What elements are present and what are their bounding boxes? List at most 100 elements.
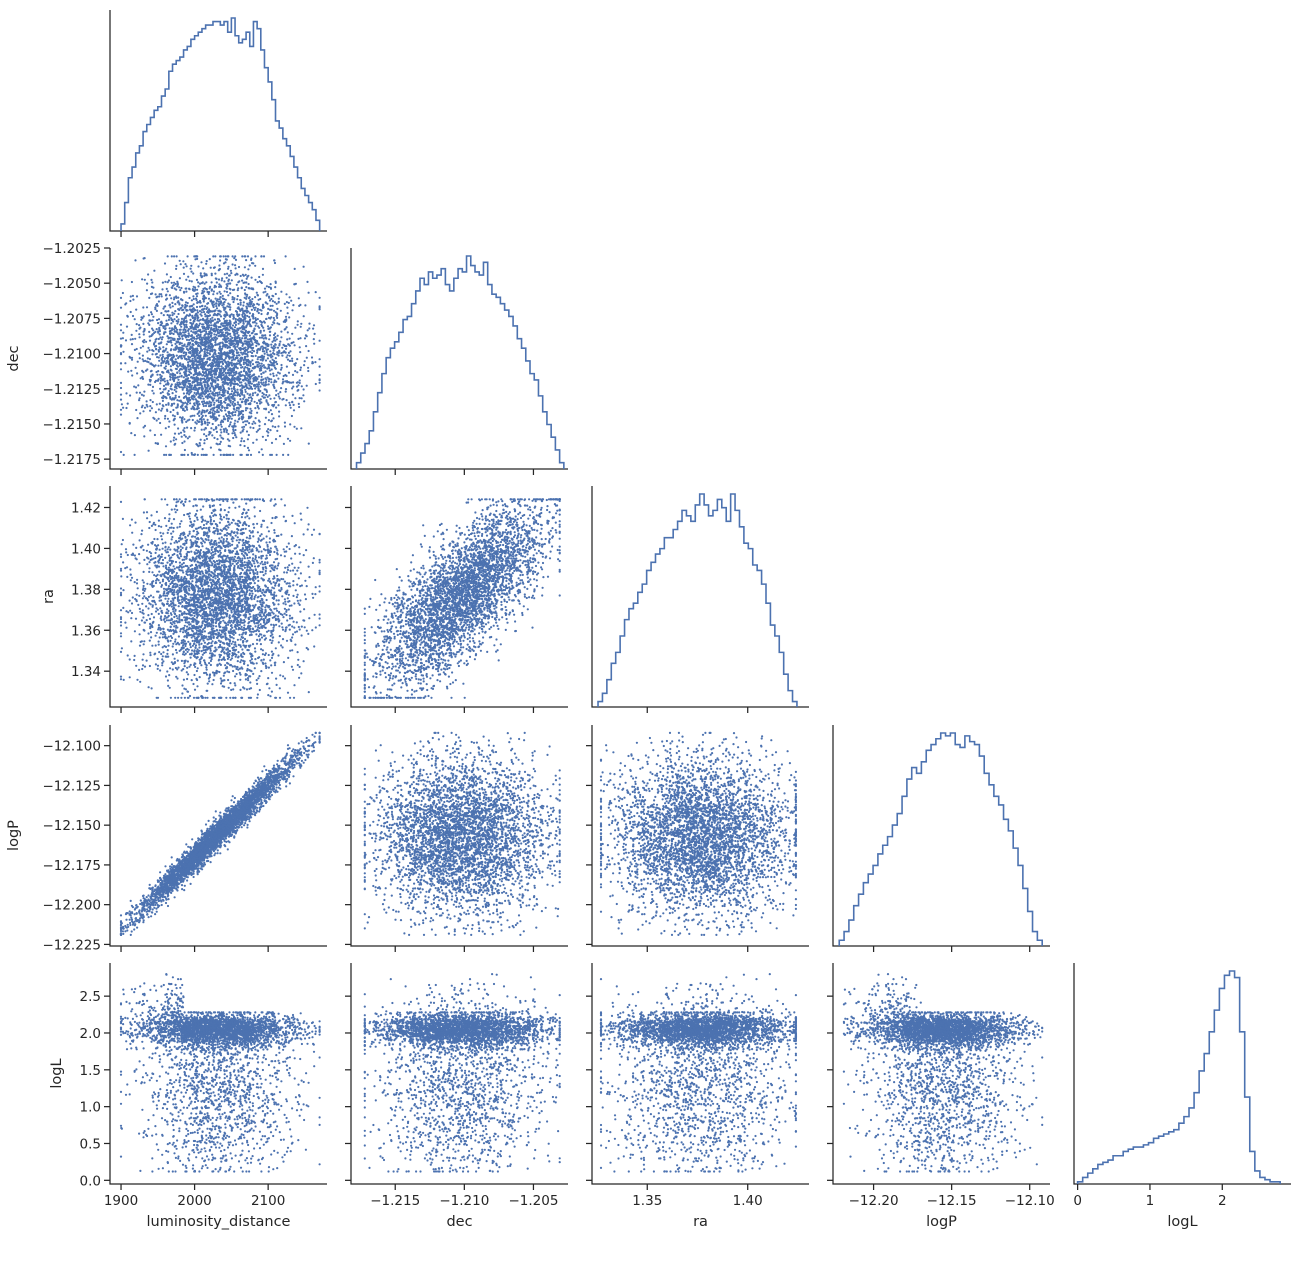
scatter-point	[227, 266, 229, 268]
scatter-point	[170, 330, 172, 332]
scatter-point	[166, 335, 168, 337]
scatter-point	[181, 454, 183, 456]
scatter-point	[167, 314, 169, 316]
scatter-point	[202, 403, 204, 405]
scatter-point	[237, 295, 239, 297]
scatter-point	[122, 337, 124, 339]
scatter-point	[303, 388, 305, 390]
scatter-point	[217, 393, 219, 395]
scatter-point	[308, 292, 310, 294]
scatter-point	[195, 255, 197, 257]
scatter-point	[239, 348, 241, 350]
scatter-point	[214, 318, 216, 320]
scatter-point	[136, 295, 138, 297]
scatter-point	[156, 310, 158, 312]
scatter-point	[228, 425, 230, 427]
scatter-point	[196, 372, 198, 374]
scatter-point	[179, 329, 181, 331]
scatter-point	[270, 378, 272, 380]
scatter-point	[211, 374, 213, 376]
scatter-point	[182, 389, 184, 391]
scatter-point	[271, 355, 273, 357]
scatter-point	[257, 429, 259, 431]
scatter-point	[244, 293, 246, 295]
scatter-point	[266, 294, 268, 296]
scatter-point	[204, 313, 206, 315]
scatter-point	[273, 375, 275, 377]
scatter-point	[308, 327, 310, 329]
scatter-point	[160, 392, 162, 394]
scatter-point	[294, 397, 296, 399]
scatter-point	[160, 380, 162, 382]
scatter-point	[172, 409, 174, 411]
scatter-point	[206, 318, 208, 320]
scatter-point	[272, 321, 274, 323]
scatter-point	[319, 340, 321, 342]
scatter-point	[240, 304, 242, 306]
scatter-point	[204, 381, 206, 383]
scatter-point	[200, 334, 202, 336]
scatter-point	[193, 402, 195, 404]
scatter-point	[131, 359, 133, 361]
scatter-point	[155, 380, 157, 382]
scatter-point	[241, 337, 243, 339]
scatter-point	[153, 332, 155, 334]
scatter-point	[294, 327, 296, 329]
scatter-point	[135, 409, 137, 411]
scatter-point	[276, 353, 278, 355]
scatter-point	[259, 320, 261, 322]
scatter-point	[223, 280, 225, 282]
scatter-point	[183, 356, 185, 358]
scatter-point	[289, 338, 291, 340]
scatter-point	[213, 402, 215, 404]
scatter-point	[189, 280, 191, 282]
scatter-point	[234, 274, 236, 276]
scatter-point	[224, 407, 226, 409]
scatter-point	[185, 421, 187, 423]
scatter-point	[216, 321, 218, 323]
scatter-point	[242, 343, 244, 345]
scatter-point	[182, 331, 184, 333]
scatter-point	[200, 379, 202, 381]
scatter-point	[142, 345, 144, 347]
scatter-point	[170, 337, 172, 339]
scatter-point	[120, 329, 122, 331]
scatter-point	[207, 357, 209, 359]
scatter-point	[237, 287, 239, 289]
scatter-point	[165, 365, 167, 367]
scatter-point	[270, 344, 272, 346]
scatter-point	[158, 418, 160, 420]
scatter-point	[226, 332, 228, 334]
scatter-point	[174, 310, 176, 312]
scatter-point	[215, 305, 217, 307]
y-tick-label: −1.2025	[42, 241, 101, 257]
scatter-point	[173, 437, 175, 439]
scatter-point	[167, 351, 169, 353]
scatter-point	[287, 438, 289, 440]
scatter-point	[146, 404, 148, 406]
scatter-point	[178, 382, 180, 384]
scatter-point	[247, 255, 249, 257]
scatter-point	[237, 367, 239, 369]
scatter-point	[196, 289, 198, 291]
scatter-point	[303, 266, 305, 268]
scatter-point	[219, 393, 221, 395]
scatter-point	[201, 311, 203, 313]
scatter-point	[234, 264, 236, 266]
scatter-point	[132, 299, 134, 301]
scatter-point	[275, 401, 277, 403]
scatter-point	[198, 337, 200, 339]
scatter-point	[188, 397, 190, 399]
scatter-point	[154, 434, 156, 436]
scatter-point	[164, 358, 166, 360]
scatter-point	[147, 384, 149, 386]
scatter-point	[306, 281, 308, 283]
scatter-point	[218, 305, 220, 307]
scatter-point	[285, 293, 287, 295]
scatter-point	[258, 276, 260, 278]
scatter-point	[187, 255, 189, 257]
scatter-point	[240, 302, 242, 304]
scatter-point	[242, 379, 244, 381]
scatter-point	[173, 380, 175, 382]
scatter-point	[221, 379, 223, 381]
